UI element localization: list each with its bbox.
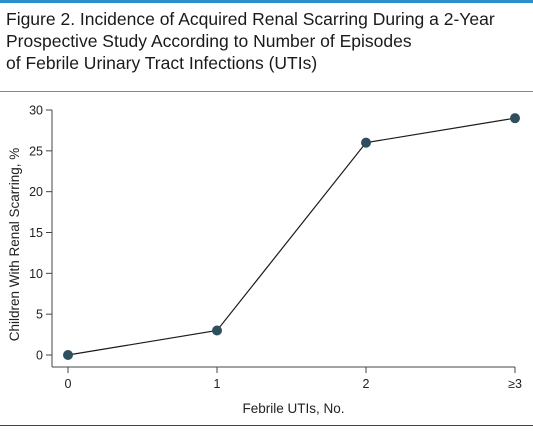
data-point-0-2: [361, 137, 371, 148]
y-axis-label: Children With Renal Scarring, %: [7, 148, 22, 342]
series-lines: [67, 117, 516, 356]
figure-title-line-2: Prospective Study According to Number of…: [6, 31, 412, 51]
x-tick-label-0: 0: [65, 377, 72, 391]
line-chart: 0 5 10 15 20 25 30 0 1 2 ≥3 Febrile UTIs, No. Chil…: [7, 104, 522, 417]
y-tick-label-20: 20: [29, 185, 43, 199]
figure-title: Figure 2. Incidence of Acquired Renal Sc…: [6, 8, 526, 74]
y-tick-label-15: 15: [29, 226, 43, 240]
y-tick-label-0: 0: [36, 349, 43, 363]
x-tick-label-3: ≥3: [508, 377, 522, 391]
figure-title-line-1: Figure 2. Incidence of Acquired Renal Sc…: [6, 9, 495, 29]
bottom-rule: [0, 425, 533, 426]
x-tick-label-2: 2: [363, 377, 370, 391]
y-tick-label-25: 25: [29, 144, 43, 158]
data-point-0-1: [212, 325, 222, 336]
data-point-0-0: [63, 350, 73, 360]
data-point-0-3: [510, 113, 520, 124]
series-line-0: [67, 117, 516, 356]
x-axis-label: Febrile UTIs, No.: [242, 401, 344, 416]
top-accent-rule: [0, 0, 533, 3]
axes: [46, 109, 516, 373]
x-tick-label-1: 1: [214, 377, 221, 391]
data-points: [63, 113, 520, 360]
figure-title-line-3: of Febrile Urinary Tract Infections (UTI…: [6, 53, 318, 73]
title-divider: [0, 91, 533, 92]
tick-labels: 0 5 10 15 20 25 30 0 1 2 ≥3: [29, 104, 522, 392]
y-tick-label-5: 5: [36, 308, 43, 322]
y-tick-label-10: 10: [29, 267, 43, 281]
y-tick-label-30: 30: [29, 104, 43, 118]
